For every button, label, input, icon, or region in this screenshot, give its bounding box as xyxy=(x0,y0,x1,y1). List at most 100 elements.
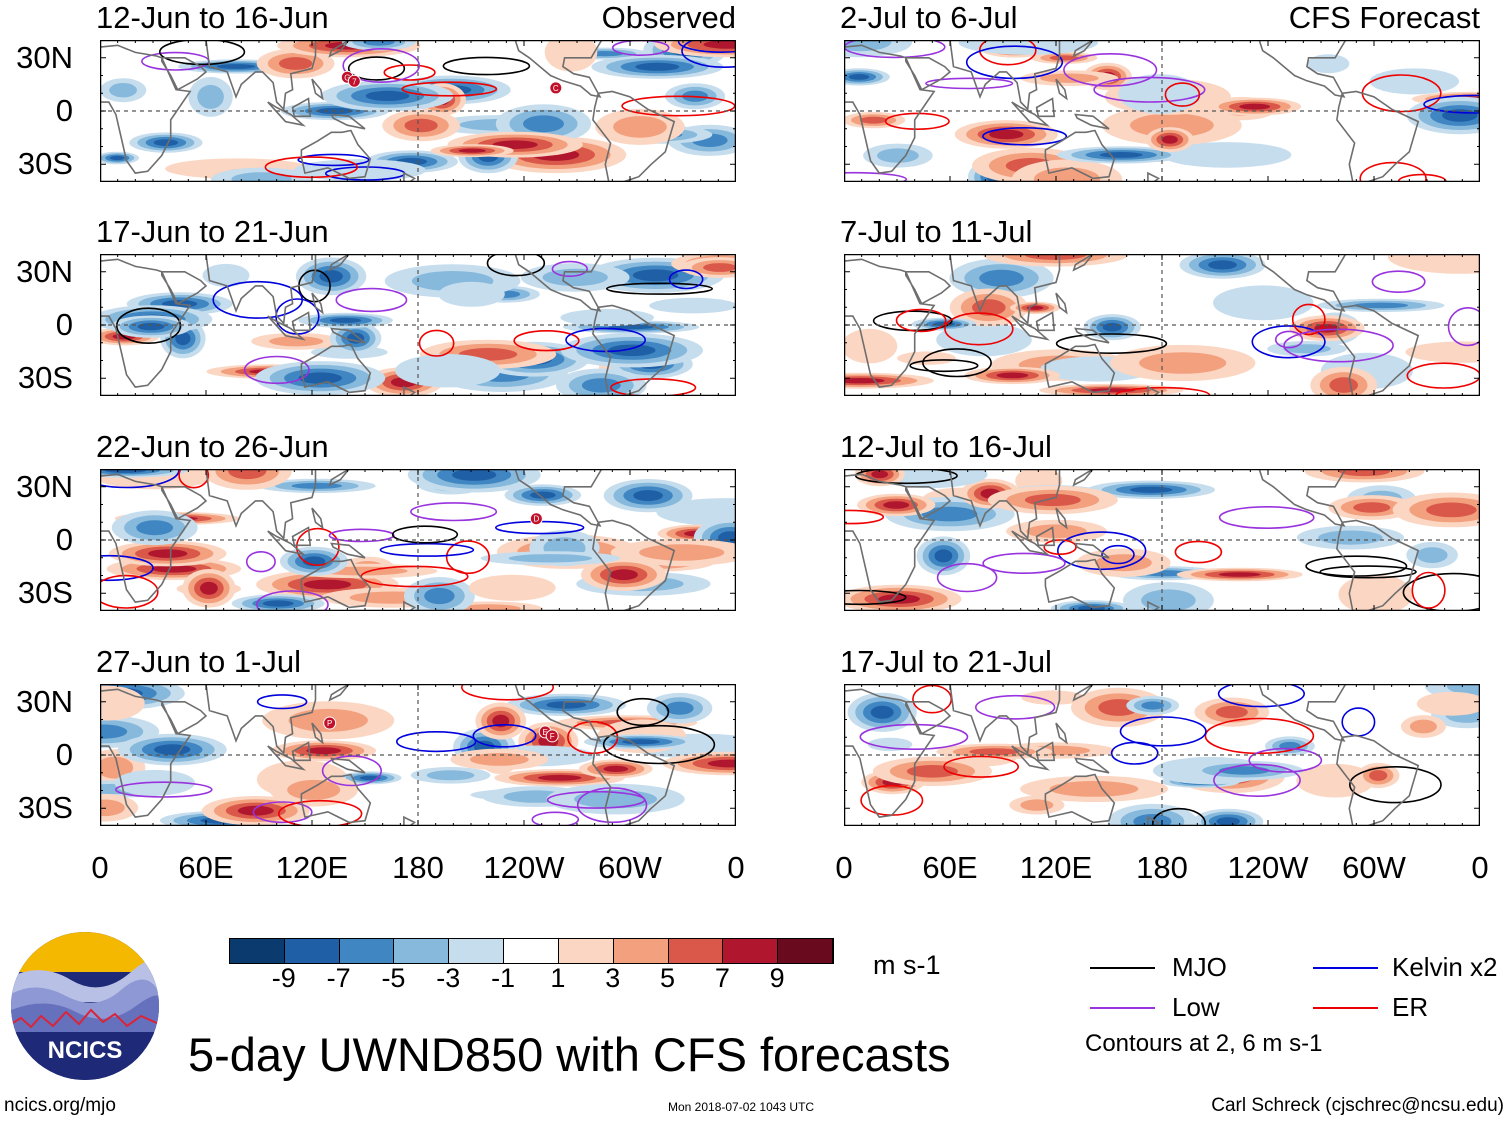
anomaly-blob xyxy=(1099,152,1143,158)
legend-line-kelvin xyxy=(1313,967,1378,969)
contour-line xyxy=(328,528,395,543)
contour-line xyxy=(321,755,382,787)
contour-line xyxy=(844,171,908,182)
anomaly-blob xyxy=(262,600,294,607)
contour-line xyxy=(531,811,580,826)
contour-line xyxy=(1152,807,1206,826)
contour-line xyxy=(605,282,713,295)
anomaly-blob xyxy=(979,269,1024,287)
contour-line xyxy=(252,801,313,824)
anomaly-blob xyxy=(100,724,128,739)
contour-line xyxy=(1447,307,1480,347)
storm-marker-label: 7 xyxy=(352,77,357,86)
contour-line xyxy=(1119,716,1207,747)
anomaly-blob xyxy=(621,739,660,745)
contour-line xyxy=(178,469,210,489)
contour-line xyxy=(418,329,455,357)
contour-line xyxy=(844,589,907,606)
panel-date: 2-Jul to 6-Jul xyxy=(840,0,1018,35)
site-link[interactable]: ncics.org/mjo xyxy=(4,1095,116,1116)
anomaly-blob xyxy=(877,148,919,163)
colorbar-swatch xyxy=(394,939,450,963)
contour-line xyxy=(1101,544,1135,565)
colorbar-swatch xyxy=(284,939,340,963)
anomaly-blob xyxy=(291,482,342,489)
contour-line xyxy=(974,694,1056,720)
anomaly-blob xyxy=(608,324,654,330)
anomaly-blob xyxy=(1161,135,1178,144)
anomaly-blob xyxy=(639,544,725,561)
contour-line xyxy=(965,45,1064,80)
anomaly-blob xyxy=(458,148,487,153)
contour-line xyxy=(1204,717,1315,755)
anomaly-blob xyxy=(228,469,267,480)
contour-line xyxy=(472,723,537,748)
logo-text: NCICS xyxy=(48,1037,123,1064)
contour-line xyxy=(895,308,947,333)
contour-line xyxy=(616,697,670,727)
anomaly-blob xyxy=(934,549,953,563)
anomaly-field xyxy=(100,40,736,182)
anomaly-blob xyxy=(1318,530,1383,545)
anomaly-blob xyxy=(1353,502,1391,513)
anomaly-blob xyxy=(1426,502,1477,518)
contour-line xyxy=(1174,540,1223,564)
contour-line xyxy=(1213,763,1301,798)
y-tick-label: 30S xyxy=(17,360,73,396)
contour-line xyxy=(335,287,408,313)
anomaly-blob xyxy=(542,268,608,286)
anomaly-blob xyxy=(137,322,165,331)
anomaly-blob xyxy=(1307,54,1350,74)
contour-line xyxy=(546,790,646,809)
anomaly-blob xyxy=(1416,547,1448,563)
anomaly-blob xyxy=(424,587,455,605)
x-tick-label: 60E xyxy=(922,850,978,885)
anomaly-blob xyxy=(508,554,593,563)
anomaly-blob xyxy=(878,594,920,604)
anomaly-blob xyxy=(936,323,1032,357)
anomaly-blob xyxy=(329,317,362,323)
wave-contours xyxy=(100,469,585,611)
y-tick-label: 30N xyxy=(16,39,73,75)
anomaly-blob xyxy=(100,685,145,721)
contour-line xyxy=(925,77,1014,90)
contour-line xyxy=(859,723,969,751)
anomaly-blob xyxy=(1239,103,1271,110)
anomaly-blob xyxy=(110,155,125,161)
coastlines xyxy=(844,40,1420,182)
storm-marker-label: E xyxy=(543,728,548,737)
anomaly-blob xyxy=(581,378,621,393)
colorbar-tick-label: 5 xyxy=(660,963,676,993)
contour-line xyxy=(278,799,363,826)
coastlines xyxy=(844,684,1420,826)
colorbar-tick-label: -3 xyxy=(436,963,461,993)
anomaly-blob xyxy=(395,354,501,388)
y-tick-label: 30N xyxy=(16,468,73,504)
anomaly-blob xyxy=(703,263,736,272)
contour-line xyxy=(410,502,498,522)
contour-line xyxy=(401,81,498,97)
anomaly-blob xyxy=(278,57,313,70)
contour-line xyxy=(1402,572,1480,611)
x-tick-label: 60W xyxy=(598,850,662,885)
legend-line-mjo xyxy=(1090,967,1155,969)
contour-line xyxy=(297,153,370,167)
x-tick-label: 60W xyxy=(1342,850,1406,885)
legend-label-mjo: MJO xyxy=(1172,952,1227,982)
author-credit: Carl Schreck (cjschrec@ncsu.edu) xyxy=(1211,1095,1504,1116)
anomaly-blob xyxy=(298,372,342,384)
anomaly-blob xyxy=(848,74,870,80)
anomaly-blob xyxy=(1338,574,1413,611)
anomaly-blob xyxy=(287,779,341,800)
contour-line xyxy=(1057,531,1147,571)
contour-line xyxy=(100,554,154,582)
anomaly-blob xyxy=(969,748,1019,756)
anomaly-blob xyxy=(544,40,598,72)
y-tick-label: 0 xyxy=(55,93,73,128)
map-plot xyxy=(844,40,1480,182)
column-label-forecast: CFS Forecast xyxy=(1288,0,1480,35)
contour-line xyxy=(379,542,475,557)
anomaly-blob xyxy=(1405,341,1480,363)
contour-line xyxy=(256,590,329,611)
